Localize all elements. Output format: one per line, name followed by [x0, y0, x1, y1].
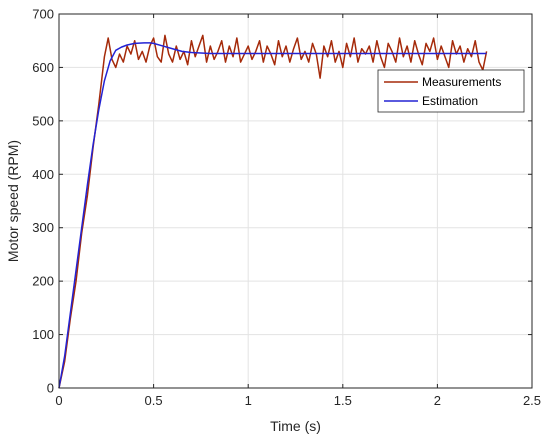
y-tick-label: 700 — [32, 7, 54, 22]
y-tick-label: 100 — [32, 327, 54, 342]
legend-label-measurements: Measurements — [422, 75, 501, 89]
y-tick-label: 0 — [47, 381, 54, 396]
x-tick-label: 0.5 — [145, 393, 163, 408]
plot-box — [58, 13, 533, 389]
axis-ticks: 0 0.5 1 1.5 2 2.5 0 100 200 300 400 500 600 700 — [32, 7, 541, 409]
y-tick-label: 300 — [32, 220, 54, 235]
legend-label-estimation: Estimation — [422, 94, 478, 108]
y-tick-label: 500 — [32, 113, 54, 128]
y-tick-label: 200 — [32, 274, 54, 289]
x-tick-label: 2.5 — [523, 393, 541, 408]
y-axis-label: Motor speed (RPM) — [5, 140, 21, 262]
legend-box — [377, 69, 525, 113]
series-layer — [58, 34, 488, 389]
series-line-measurements — [58, 34, 488, 389]
y-tick-label: 400 — [32, 167, 54, 182]
series-line-estimation — [58, 42, 487, 389]
x-tick-label: 1.5 — [334, 393, 352, 408]
grid-lines — [59, 14, 532, 388]
x-tick-label: 0 — [55, 393, 62, 408]
x-tick-label: 2 — [434, 393, 441, 408]
x-axis-label: Time (s) — [270, 418, 321, 434]
y-tick-label: 600 — [32, 60, 54, 75]
x-tick-label: 1 — [245, 393, 252, 408]
legend: Measurements Estimation — [377, 69, 525, 113]
